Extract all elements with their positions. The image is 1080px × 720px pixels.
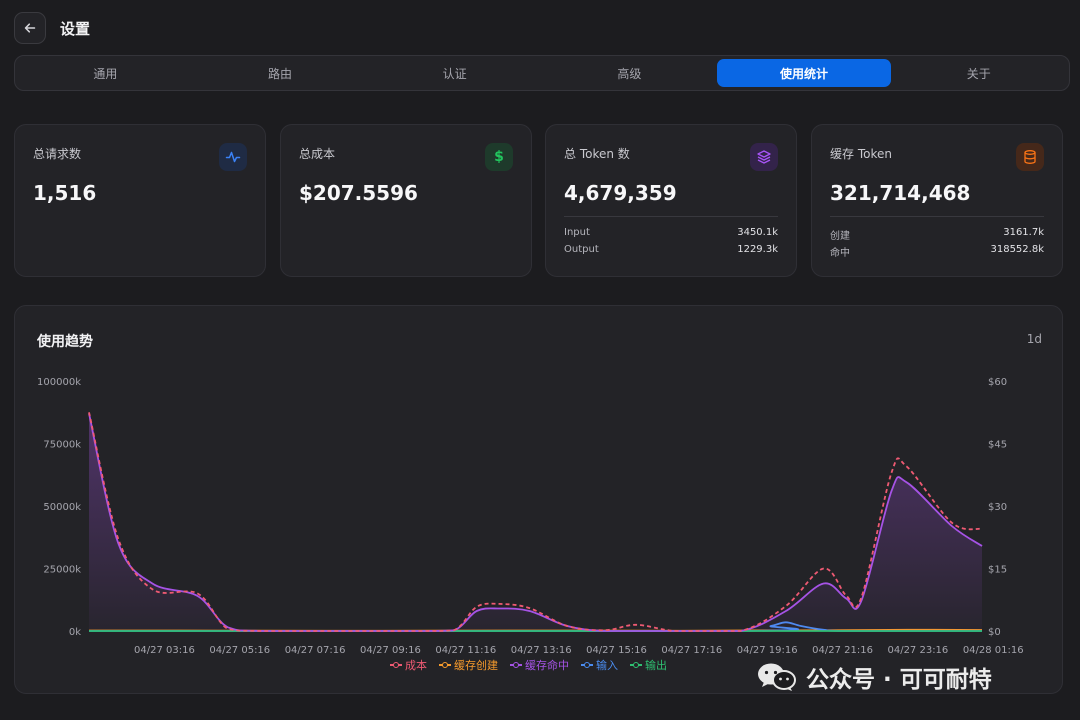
legend-item[interactable]: 输出 <box>630 657 667 673</box>
output-label: Output <box>564 244 599 255</box>
legend-item[interactable]: 缓存命中 <box>510 657 569 673</box>
activity-icon <box>219 143 247 171</box>
usage-trend-chart: 0k 25000k 50000k 75000k 100000k $0 $15 $30 $45 $6… <box>37 377 1024 656</box>
card-label: 总成本 <box>299 147 336 161</box>
arrow-left-icon <box>24 23 36 33</box>
page-title: 设置 <box>60 19 91 38</box>
card-label: 缓存 Token <box>830 147 892 161</box>
database-icon <box>1016 143 1044 171</box>
usage-trend-panel: 使用趋势 1d 0k 25000k 50000k 75000k 100000k $0 $15… <box>14 305 1063 694</box>
legend-marker <box>630 661 642 669</box>
tab-general[interactable]: 通用 <box>93 66 118 81</box>
y-left-tick-label: 25000k <box>43 565 81 576</box>
legend-marker <box>390 661 402 669</box>
card-label: 总 Token 数 <box>564 147 630 161</box>
input-label: Input <box>564 227 590 238</box>
y-left-tick-label: 0k <box>69 627 81 638</box>
tab-auth[interactable]: 认证 <box>442 66 467 81</box>
cache-tokens-value: 321,714,468 <box>830 181 971 205</box>
legend-label: 缓存命中 <box>525 659 569 672</box>
x-tick-label: 04/27 17:16 <box>661 645 722 656</box>
tab-advanced[interactable]: 高级 <box>617 66 642 81</box>
tab-routing[interactable]: 路由 <box>268 66 293 81</box>
y-left-tick-label: 50000k <box>43 502 81 513</box>
cache-create-label: 创建 <box>830 231 850 242</box>
x-tick-label: 04/27 11:16 <box>435 645 496 656</box>
x-tick-label: 04/27 09:16 <box>360 645 421 656</box>
legend-marker <box>510 661 522 669</box>
back-button[interactable] <box>14 12 46 44</box>
cache-hit-value: 318552.8k <box>990 244 1044 255</box>
header: 设置 <box>14 12 90 44</box>
x-tick-label: 04/27 13:16 <box>511 645 572 656</box>
y-right-tick-label: $30 <box>988 502 1007 513</box>
total-tokens-card: 总 Token 数 4,679,359 Input 3450.1k Output… <box>545 124 797 277</box>
trend-title: 使用趋势 <box>37 334 93 350</box>
legend-label: 缓存创建 <box>454 659 498 672</box>
settings-tabs: 通用 路由 认证 高级 使用统计 关于 <box>14 55 1070 91</box>
legend-label: 输出 <box>645 659 667 672</box>
y-left-tick-label: 100000k <box>37 377 81 388</box>
divider <box>564 216 778 217</box>
divider <box>830 216 1044 217</box>
y-right-tick-label: $60 <box>988 377 1007 388</box>
tab-usage-stats[interactable]: 使用统计 <box>716 59 892 87</box>
x-tick-label: 04/27 07:16 <box>285 645 346 656</box>
input-row: Input 3450.1k <box>564 227 778 238</box>
cache-create-row: 创建 3161.7k <box>830 227 1044 242</box>
watermark-text: 公众号 · 可可耐特 <box>806 667 992 693</box>
y-right-tick-label: $15 <box>988 565 1007 576</box>
x-tick-label: 04/27 19:16 <box>737 645 798 656</box>
x-tick-label: 04/28 01:16 <box>963 645 1024 656</box>
total-requests-card: 总请求数 1,516 <box>14 124 266 277</box>
total-requests-value: 1,516 <box>33 181 97 205</box>
output-value: 1229.3k <box>737 244 778 255</box>
cache-create-value: 3161.7k <box>1003 227 1044 238</box>
x-tick-label: 04/27 21:16 <box>812 645 873 656</box>
legend-item[interactable]: 缓存创建 <box>439 657 498 673</box>
output-row: Output 1229.3k <box>564 244 778 255</box>
series-cache-hit-area <box>89 413 982 631</box>
x-tick-label: 04/27 23:16 <box>887 645 948 656</box>
legend-label: 成本 <box>405 659 427 672</box>
x-tick-label: 04/27 15:16 <box>586 645 647 656</box>
legend-marker <box>581 661 593 669</box>
y-right-tick-label: $0 <box>988 627 1001 638</box>
tab-about[interactable]: 关于 <box>966 66 991 81</box>
chart-legend: 成本 缓存创建 缓存命中 输入 输出 <box>390 657 667 673</box>
x-tick-label: 04/27 03:16 <box>134 645 195 656</box>
legend-marker <box>439 661 451 669</box>
cache-hit-label: 命中 <box>830 248 850 259</box>
total-tokens-value: 4,679,359 <box>564 181 677 205</box>
legend-item[interactable]: 输入 <box>581 657 618 673</box>
total-cost-value: $207.5596 <box>299 181 418 205</box>
layers-icon <box>750 143 778 171</box>
watermark: 公众号 · 可可耐特 <box>756 660 992 694</box>
cache-hit-row: 命中 318552.8k <box>830 244 1044 259</box>
card-label: 总请求数 <box>33 147 82 161</box>
cache-tokens-card: 缓存 Token 321,714,468 创建 3161.7k 命中 31855… <box>811 124 1063 277</box>
x-tick-label: 04/27 05:16 <box>209 645 270 656</box>
input-value: 3450.1k <box>737 227 778 238</box>
series-cost-line <box>88 412 983 632</box>
y-left-tick-label: 75000k <box>43 440 81 451</box>
legend-item[interactable]: 成本 <box>390 657 427 673</box>
range-selector[interactable]: 1d <box>1026 332 1042 346</box>
dollar-icon: $ <box>485 143 513 171</box>
legend-label: 输入 <box>596 659 618 672</box>
total-cost-card: 总成本 $ $207.5596 <box>280 124 532 277</box>
wechat-logo <box>758 663 796 691</box>
y-right-tick-label: $45 <box>988 440 1007 451</box>
